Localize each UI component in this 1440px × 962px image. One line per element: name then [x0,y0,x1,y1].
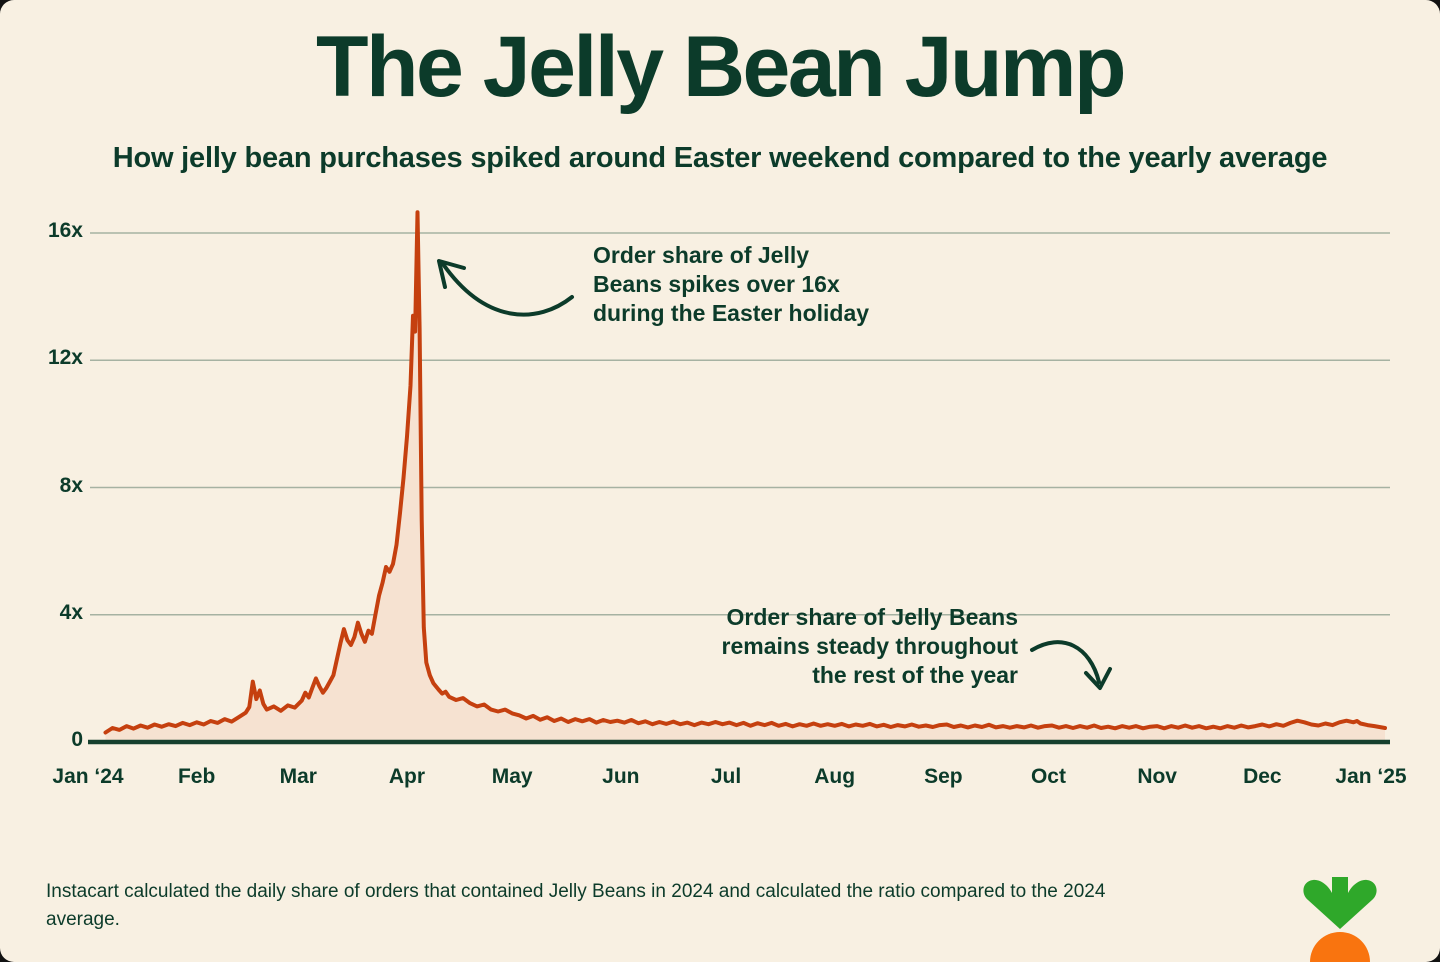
x-axis-label: Aug [814,765,856,788]
x-axis-label: Nov [1137,765,1177,788]
x-axis-label: Apr [388,765,426,788]
y-axis-label: 4x [59,600,83,624]
carrot-body-icon [1310,932,1370,962]
annotation-line: the rest of the year [812,662,1018,688]
x-axis-label: Oct [1030,765,1066,788]
x-axis-label: Jan ‘25 [1335,765,1407,788]
x-axis-label: Jan ‘24 [52,765,124,788]
methodology-note: Instacart calculated the daily share of … [46,881,1106,930]
x-axis-label: May [491,765,533,788]
annotation-steady: Order share of Jelly Beans remains stead… [700,603,1018,690]
annotation-line: Order share of Jelly [593,242,810,268]
annotation-line: remains steady throughout [721,633,1018,659]
y-axis-label: 8x [59,473,83,497]
annotation-spike: Order share of Jelly Beans spikes over 1… [593,241,869,328]
x-axis-label: Jul [710,765,742,788]
y-axis-label: 16x [47,219,83,242]
x-axis-label: Mar [279,765,317,788]
spike-arrowhead-icon [437,259,466,289]
y-axis-label: 12x [47,346,83,370]
page-title: The Jelly Bean Jump [315,19,1127,115]
x-axis-label: Sep [924,765,963,788]
page-subtitle: How jelly bean purchases spiked around E… [112,142,1328,174]
carrot-leaf-icon [1303,877,1377,929]
x-axis-label: Dec [1243,765,1282,788]
x-axis-label: Feb [177,765,216,788]
annotation-line: Beans spikes over 16x [593,271,840,297]
y-axis-label: 0 [71,728,83,751]
annotation-line: Order share of Jelly Beans [726,604,1018,630]
instacart-carrot-logo [1303,877,1377,962]
annotation-line: during the Easter holiday [593,300,870,326]
x-axis-label: Jun [602,765,640,788]
steady-arrowhead-icon [1084,667,1112,690]
spike-arrow [441,262,574,317]
steady-arrow [1030,640,1101,684]
